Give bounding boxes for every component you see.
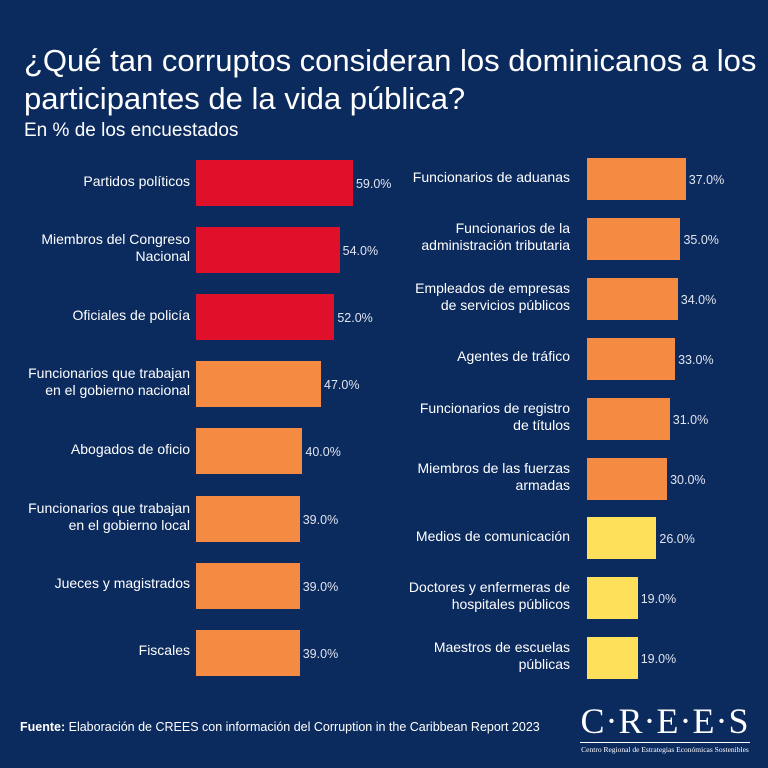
value-label: 40.0% <box>305 445 341 460</box>
bar <box>587 337 676 380</box>
bar <box>587 277 678 320</box>
value-label: 39.0% <box>302 579 339 594</box>
category-label: Agentes de tráfico <box>457 348 570 365</box>
value-label: 39.0% <box>302 646 339 661</box>
value-label: 37.0% <box>688 173 725 187</box>
logo-wordmark: C·R·E·E·S <box>580 701 750 741</box>
bar <box>587 577 638 620</box>
logo-divider <box>580 742 750 743</box>
value-label: 47.0% <box>324 378 360 393</box>
chart-subtitle: En % de los encuestados <box>24 120 239 141</box>
category-label: Funcionarios de aduanas <box>412 168 570 185</box>
category-label: Funcionarios de registro de títulos <box>419 399 570 433</box>
bar <box>587 637 638 680</box>
category-label: Medios de comunicación <box>415 527 570 544</box>
category-label: Abogados de oficio <box>70 440 190 457</box>
bar <box>587 158 686 200</box>
category-label: Jueces y magistrados <box>54 575 190 592</box>
value-label: 52.0% <box>337 311 373 326</box>
category-label: Partidos políticos <box>83 172 190 189</box>
category-label: Miembros del Congreso Nacional <box>41 231 190 265</box>
category-label: Fiscales <box>138 642 190 659</box>
bar <box>196 495 300 542</box>
category-label: Oficiales de policía <box>72 306 190 323</box>
bar <box>196 562 300 609</box>
source-text: Elaboración de CREES con información del… <box>65 720 540 734</box>
logo-tagline: Centro Regional de Estrategias Económica… <box>581 745 749 754</box>
bar <box>587 397 670 440</box>
category-label: Miembros de las fuerzas armadas <box>417 459 570 493</box>
value-label: 30.0% <box>670 472 706 487</box>
bar <box>196 629 300 676</box>
chart-title: ¿Qué tan corruptos consideran los domini… <box>24 43 757 116</box>
source-note: Fuente: Elaboración de CREES con informa… <box>20 720 540 734</box>
value-label: 31.0% <box>672 412 709 427</box>
value-label: 39.0% <box>302 512 339 527</box>
category-label: Funcionarios que trabajan en el gobierno … <box>28 365 190 399</box>
category-label: Funcionarios de la administración tributa… <box>421 219 570 253</box>
value-label: 19.0% <box>640 592 677 607</box>
bar <box>196 227 340 274</box>
category-label: Doctores y enfermeras de hospitales públi… <box>408 579 570 613</box>
bar <box>196 160 353 206</box>
bar <box>587 517 657 560</box>
value-label: 59.0% <box>355 177 392 191</box>
value-label: 26.0% <box>659 532 695 547</box>
category-label: Funcionarios que trabajan en el gobierno … <box>28 499 190 533</box>
crees-logo: C·R·E·E·S Centro Regional de Estrategias… <box>580 702 750 754</box>
value-label: 33.0% <box>678 352 714 367</box>
category-label: Empleados de empresas de servicios públic… <box>415 279 570 313</box>
bar <box>196 294 335 341</box>
source-label: Fuente: <box>20 720 66 734</box>
value-label: 19.0% <box>640 652 677 667</box>
bar <box>587 457 668 500</box>
bar <box>196 361 322 408</box>
value-label: 34.0% <box>680 292 717 307</box>
value-label: 54.0% <box>342 244 379 259</box>
category-label: Maestros de escuelas públicas <box>433 639 570 673</box>
bar <box>587 217 681 260</box>
value-label: 35.0% <box>683 232 719 247</box>
bar <box>196 428 303 475</box>
